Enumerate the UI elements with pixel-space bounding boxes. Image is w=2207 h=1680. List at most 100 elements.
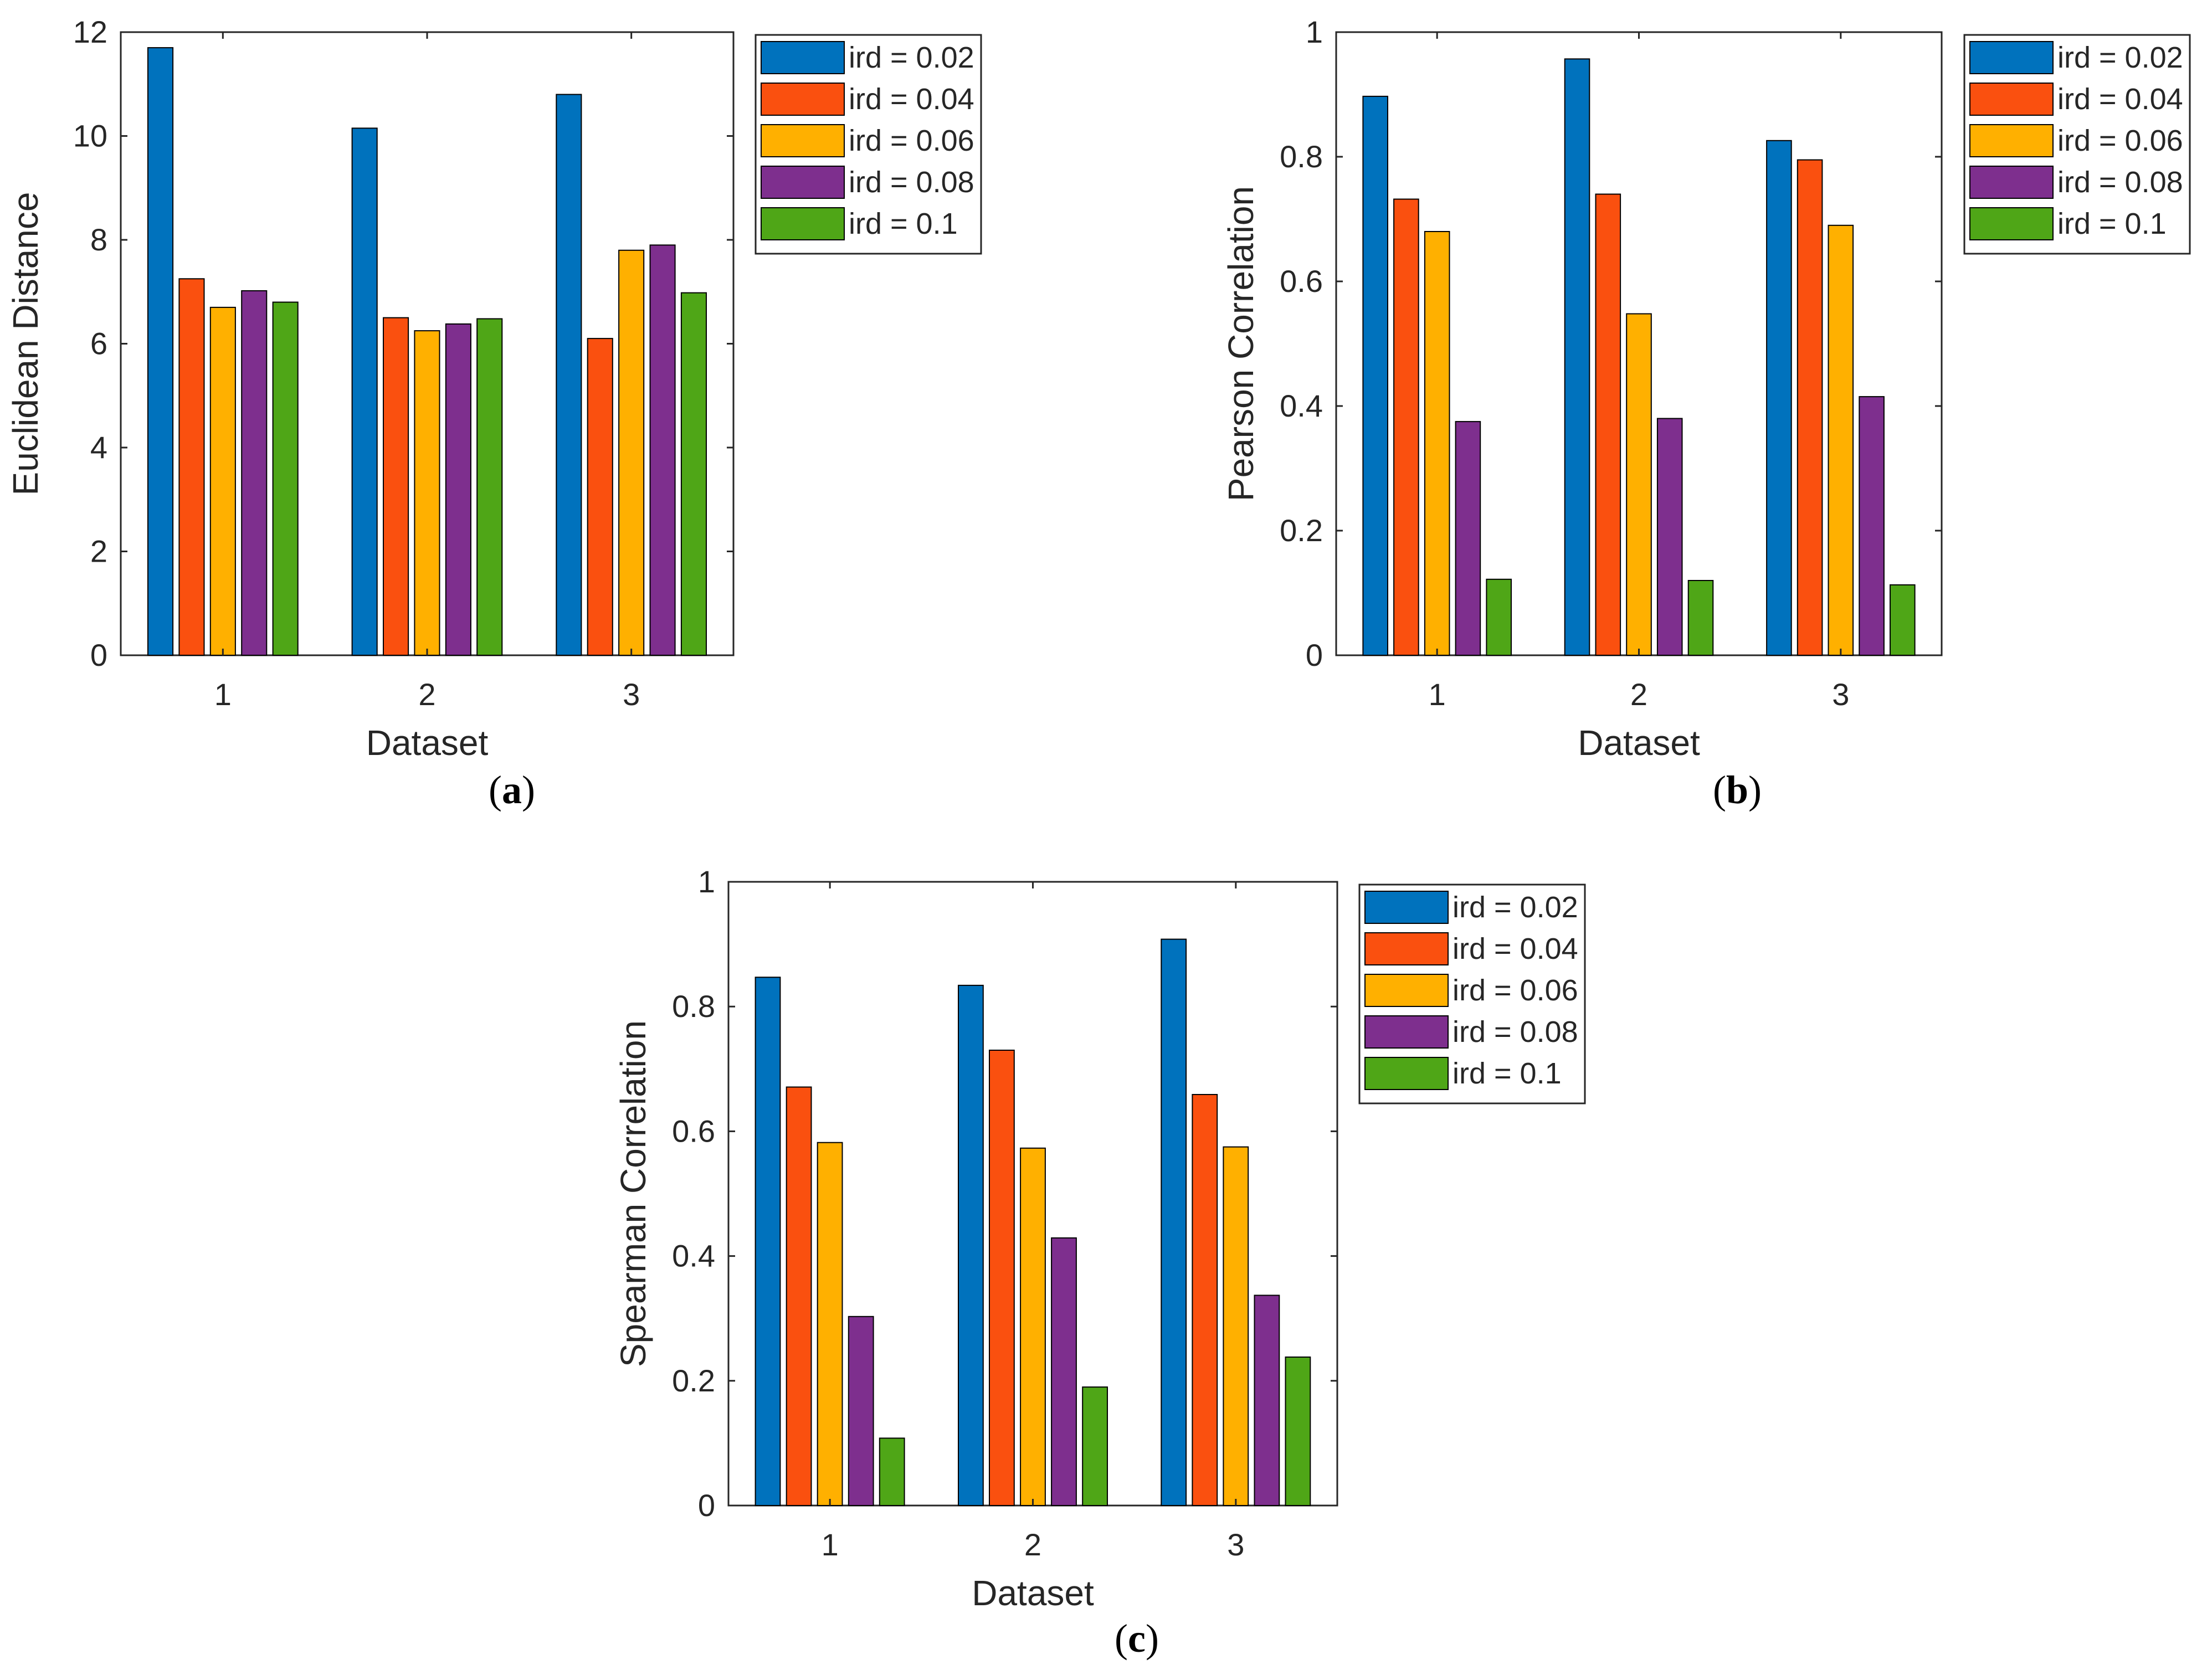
bar <box>556 94 582 656</box>
legend-entry-label: ird = 0.04 <box>2057 83 2183 116</box>
y-tick-label: 8 <box>90 222 107 257</box>
y-tick-label: 2 <box>90 534 107 569</box>
bar <box>1223 1146 1249 1507</box>
bar <box>1362 95 1388 656</box>
bar <box>989 1050 1015 1506</box>
bar <box>1424 231 1450 656</box>
bar <box>1626 313 1652 656</box>
bar <box>209 306 236 656</box>
bar <box>1687 580 1714 656</box>
y-tick-label: 4 <box>90 430 107 465</box>
bar <box>1455 421 1481 656</box>
bar <box>817 1142 843 1506</box>
y-axis-label: Pearson Correlation <box>1221 186 1261 501</box>
y-tick-label: 6 <box>90 326 107 361</box>
legend-swatch <box>1969 41 2054 74</box>
chart-panel-c: 0 0.2 0.4 0.6 0.8 1 1 2 3 Dataset Spearman Correla… <box>613 864 1586 1661</box>
bar <box>1192 1094 1218 1506</box>
bar <box>786 1086 812 1506</box>
bar <box>958 984 984 1506</box>
y-tick-label: 1 <box>698 864 715 899</box>
x-axis-label: Dataset <box>1578 723 1700 763</box>
bar <box>272 301 299 656</box>
y-tick-label: 0.8 <box>672 989 715 1024</box>
x-tick-label: 3 <box>1227 1527 1244 1562</box>
x-tick-label: 1 <box>1429 677 1446 712</box>
bar <box>755 977 781 1507</box>
legend-entry-label: ird = 0.06 <box>849 124 974 157</box>
legend-entry-label: ird = 0.02 <box>1452 891 1578 924</box>
bar <box>1082 1386 1108 1507</box>
panel-label: (b) <box>1713 768 1762 812</box>
legend-swatch <box>1969 207 2054 240</box>
bar <box>587 338 613 656</box>
legend-swatch <box>1364 1057 1449 1090</box>
legend-swatch <box>761 207 845 240</box>
y-tick-label: 0.6 <box>1280 264 1323 299</box>
bar <box>1285 1357 1311 1506</box>
legend-entry-label: ird = 0.04 <box>849 83 974 116</box>
y-tick-label: 0.8 <box>1280 139 1323 174</box>
legend-entry-label: ird = 0.1 <box>849 207 958 240</box>
x-tick-label: 1 <box>822 1527 839 1562</box>
y-axis-label: Euclidean Distance <box>6 192 45 496</box>
bar <box>1890 584 1916 656</box>
legend-entry-label: ird = 0.1 <box>2057 207 2167 240</box>
bar <box>680 292 707 656</box>
bar <box>1020 1147 1046 1507</box>
y-tick-label: 0.2 <box>672 1363 715 1398</box>
bar <box>1797 159 1823 656</box>
x-tick-label: 3 <box>623 677 640 712</box>
bar <box>1656 418 1683 656</box>
y-tick-label: 12 <box>73 14 107 49</box>
bar <box>178 278 205 656</box>
bar <box>445 323 471 656</box>
x-tick-label: 1 <box>214 677 232 712</box>
bar <box>1828 224 1854 656</box>
x-tick-label: 2 <box>1630 677 1647 712</box>
legend-swatch <box>1364 1015 1449 1049</box>
bar <box>1161 938 1187 1506</box>
legend-swatch <box>761 166 845 199</box>
y-tick-label: 0.6 <box>672 1113 715 1148</box>
bar <box>1766 140 1792 656</box>
legend-swatch <box>1364 891 1449 924</box>
legend-swatch <box>761 124 845 157</box>
x-tick-label: 2 <box>1024 1527 1041 1562</box>
y-tick-label: 0.2 <box>1280 513 1323 548</box>
bar <box>879 1437 905 1506</box>
bar <box>414 330 440 656</box>
bar <box>241 290 268 656</box>
bar <box>476 318 503 656</box>
legend-swatch <box>1364 974 1449 1007</box>
x-tick-label: 3 <box>1832 677 1849 712</box>
bar <box>1486 578 1512 656</box>
bar <box>1393 198 1419 656</box>
bar <box>618 249 645 656</box>
legend-entry-label: ird = 0.08 <box>1452 1015 1578 1049</box>
legend-entry-label: ird = 0.02 <box>849 41 974 74</box>
x-axis-label: Dataset <box>972 1573 1094 1613</box>
legend-swatch <box>761 83 845 116</box>
x-tick-label: 2 <box>418 677 435 712</box>
legend-entry-label: ird = 0.1 <box>1452 1057 1562 1090</box>
legend-swatch <box>1364 932 1449 965</box>
x-axis-label: Dataset <box>366 723 489 763</box>
legend-entry-label: ird = 0.02 <box>2057 41 2183 74</box>
bar <box>1051 1237 1077 1506</box>
y-tick-label: 0 <box>698 1488 715 1523</box>
chart-panel-b: 0 0.2 0.4 0.6 0.8 1 1 2 3 Dataset Pearson Correlat… <box>1221 14 2191 812</box>
bar <box>848 1316 874 1507</box>
y-tick-label: 0.4 <box>672 1239 715 1273</box>
legend-entry-label: ird = 0.08 <box>2057 166 2183 199</box>
legend-entry-label: ird = 0.06 <box>1452 974 1578 1007</box>
y-tick-label: 0.4 <box>1280 388 1323 423</box>
legend-entry-label: ird = 0.08 <box>849 166 974 199</box>
legend-swatch <box>1969 124 2054 157</box>
bar <box>1564 58 1590 656</box>
panel-label: (c) <box>1115 1616 1159 1661</box>
bar <box>383 317 409 656</box>
bar <box>1254 1294 1280 1506</box>
